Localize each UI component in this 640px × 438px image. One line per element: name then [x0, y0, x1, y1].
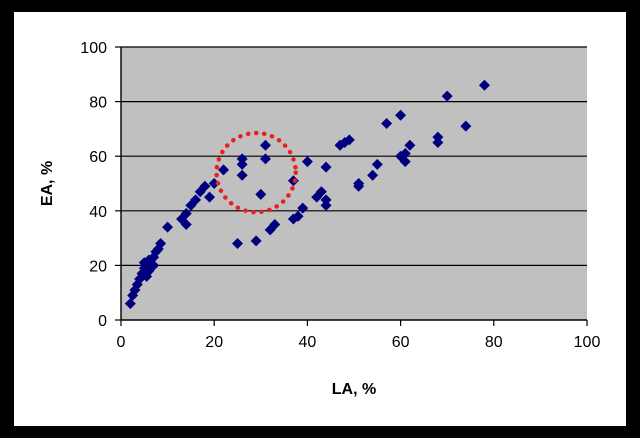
x-tick-label: 20: [205, 334, 223, 351]
x-axis-title: LA, %: [332, 381, 376, 398]
data-point: [315, 186, 327, 198]
data-points: [124, 79, 490, 310]
data-point: [259, 153, 271, 165]
y-tick-label: 100: [80, 40, 107, 57]
data-point: [250, 235, 262, 247]
y-tick-label: 60: [89, 149, 107, 166]
data-point: [232, 238, 243, 250]
x-tick-label: 60: [392, 334, 410, 351]
data-point: [162, 221, 174, 233]
data-point: [441, 90, 453, 102]
data-point: [343, 134, 355, 146]
x-axis-ticks: 0 20 40 60 80 100: [117, 320, 601, 351]
data-point: [371, 158, 383, 170]
data-point: [320, 194, 332, 206]
data-point: [204, 191, 216, 203]
y-tick-label: 80: [89, 95, 107, 112]
data-point: [148, 259, 160, 271]
data-point: [367, 169, 379, 181]
data-point: [180, 218, 192, 230]
y-axis-title: EA, %: [39, 161, 56, 206]
data-point: [180, 208, 192, 220]
data-point: [404, 139, 416, 151]
y-tick-label: 20: [89, 258, 107, 275]
data-point: [190, 194, 202, 206]
x-tick-label: 0: [117, 334, 126, 351]
data-point: [395, 109, 407, 121]
data-point: [353, 178, 365, 189]
data-point: [208, 178, 220, 189]
data-point: [297, 202, 309, 214]
axes: [120, 47, 587, 321]
data-point: [399, 156, 411, 168]
data-point: [269, 218, 281, 230]
data-point: [155, 238, 167, 250]
annotations: [214, 130, 299, 215]
data-point: [381, 117, 393, 129]
data-point: [320, 161, 332, 173]
data-point: [460, 120, 472, 132]
data-point: [218, 164, 230, 176]
data-point: [124, 298, 136, 310]
data-point: [478, 79, 490, 91]
y-axis-ticks: 0 20 40 60 80 100: [80, 40, 121, 330]
data-point: [432, 131, 444, 143]
data-point: [301, 156, 313, 168]
x-tick-label: 100: [574, 334, 601, 351]
y-tick-label: 40: [89, 204, 107, 221]
highlight-circle: [214, 130, 299, 215]
gridlines: [121, 46, 587, 266]
x-tick-label: 80: [485, 334, 503, 351]
x-tick-label: 40: [299, 334, 317, 351]
data-point: [399, 147, 411, 159]
data-point: [255, 188, 267, 200]
data-point: [259, 139, 271, 151]
data-point: [292, 210, 304, 222]
data-point: [236, 169, 248, 181]
data-point: [199, 180, 211, 192]
data-point: [236, 153, 248, 165]
y-tick-label: 0: [98, 313, 107, 330]
